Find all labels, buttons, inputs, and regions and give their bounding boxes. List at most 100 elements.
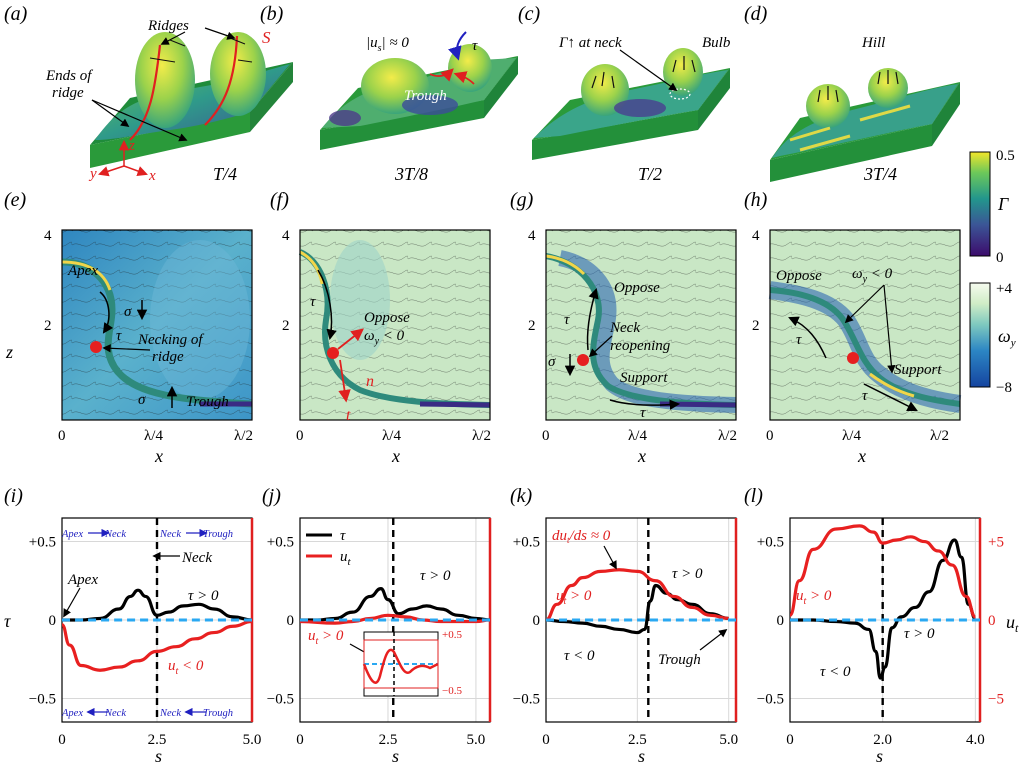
dir-apex-neck-top: Apex Neck <box>61 529 126 540</box>
xtick-h-2: λ/2 <box>930 428 949 444</box>
ytick-label: +0.5 <box>513 535 540 551</box>
y2tick-label: −5 <box>988 691 1004 707</box>
chart-i: (i) +0.5 0 −0.5 0 2.5 5.0 τ s Apex Neck τ > 0… <box>4 485 261 766</box>
annotation-t: t <box>346 407 351 424</box>
xlabel-f: x <box>391 446 400 466</box>
panel-d: (d) Hill 3T/4 <box>744 3 960 184</box>
annotation-oppose-f: Oppose <box>364 310 410 326</box>
ytick-f-4: 4 <box>282 228 290 244</box>
annotation-ut-neg-i: ut < 0 <box>168 658 204 677</box>
chart-j: (j) +0.5 0 −0.5 0 2.5 5.0 s τ ut τ > 0 ut > 0… <box>262 485 492 766</box>
ytick-h-2: 2 <box>752 318 760 334</box>
annotation-oppose-h: Oppose <box>776 268 822 284</box>
chart-l-plot: +0.5 0 −0.5 0 2.0 4.0 +5 0 −5 <box>757 517 1004 748</box>
ytick-g-4: 4 <box>528 228 536 244</box>
time-label-b: 3T/8 <box>394 164 428 184</box>
time-label-d: 3T/4 <box>863 164 897 184</box>
panel-label-c: (c) <box>518 3 541 25</box>
annotation-tau-f: τ <box>310 294 316 310</box>
dir-apex-neck-bottom: Apex Neck <box>61 708 126 719</box>
dir-neck-trough-top: Neck Trough <box>159 529 233 540</box>
xtick-label: 0 <box>296 732 304 748</box>
xtick-label: 4.0 <box>966 732 985 748</box>
surface-d <box>770 68 960 182</box>
chart-i-plot: +0.5 0 −0.5 0 2.5 5.0 <box>29 517 262 748</box>
colorbar-gamma-bottom: 0 <box>996 250 1004 266</box>
annotation-hill: Hill <box>861 35 885 51</box>
legend-ut: ut <box>340 549 352 568</box>
annotation-tau-g1: τ <box>564 312 570 328</box>
xlabel-g: x <box>637 446 646 466</box>
colorbar-gamma: 0.5 0 Γ <box>969 148 1015 266</box>
ytick-label: −0.5 <box>757 691 784 707</box>
ytick-h-4: 4 <box>752 228 760 244</box>
annotation-tau-g2: τ <box>640 405 646 421</box>
panel-label-f: (f) <box>270 189 289 211</box>
ytick-label: +0.5 <box>757 535 784 551</box>
ytick-label: 0 <box>287 613 295 629</box>
series-ut-line <box>61 619 253 672</box>
xtick-label: 5.0 <box>243 732 262 748</box>
panel-label-g: (g) <box>510 189 534 211</box>
annotation-sigma-g: σ <box>548 354 556 370</box>
chart-j-plot: +0.5 0 −0.5 0 2.5 5.0 <box>267 517 492 748</box>
xtick-label: 2.5 <box>628 732 647 748</box>
legend-tau: τ <box>340 528 346 544</box>
annotation-tau-neg-k: τ < 0 <box>564 648 595 664</box>
panel-label-j: (j) <box>262 485 281 507</box>
panel-label-a: (a) <box>4 3 28 25</box>
annotation-ut-pos-k: ut > 0 <box>556 588 592 607</box>
series-tau-line <box>62 588 253 622</box>
panel-c: (c) Γ↑ at neck Bulb T/2 <box>518 3 731 184</box>
xtick-label: 5.0 <box>719 732 738 748</box>
annotation-S: S <box>262 28 271 47</box>
annotation-neck-i: Neck <box>181 550 212 566</box>
xtick-label: 0 <box>542 732 550 748</box>
ytick-label: −0.5 <box>513 691 540 707</box>
annotation-neck-2: reopening <box>610 338 671 354</box>
dir-neck-trough-bottom: Neck Trough <box>159 708 233 719</box>
ytick-e-2: 2 <box>44 318 52 334</box>
y2tick-label: 0 <box>988 613 996 629</box>
neck-marker-f <box>327 347 339 359</box>
annotation-tau-neg-l: τ < 0 <box>820 664 851 680</box>
xlabel-l: s <box>876 746 883 766</box>
xtick-label: 2.5 <box>148 732 167 748</box>
xtick-h-1: λ/4 <box>842 428 861 444</box>
panel-a: (a) Ridges S Ends of ridge y z x T/4 <box>4 3 293 184</box>
colorbar-omega-bottom: −8 <box>996 380 1012 396</box>
xtick-label: 2.5 <box>379 732 398 748</box>
series-ut-line <box>545 568 729 622</box>
panel-label-l: (l) <box>744 485 763 507</box>
ytick-label: +0.5 <box>267 535 294 551</box>
panel-label-b: (b) <box>260 3 284 25</box>
ytick-label: −0.5 <box>29 691 56 707</box>
annotation-apex: Apex <box>67 263 98 279</box>
annotation-tau-pos-l: τ > 0 <box>904 626 935 642</box>
annotation-gamma-neck: Γ↑ at neck <box>558 35 622 51</box>
panel-label-i: (i) <box>4 485 23 507</box>
annotation-sigma-e2: σ <box>138 392 146 408</box>
series-ut-line <box>788 524 977 619</box>
panel-label-d: (d) <box>744 3 768 25</box>
annotation-trough: Trough <box>404 88 447 104</box>
annotation-tau-b: τ <box>472 38 478 54</box>
ytick-f-2: 2 <box>282 318 290 334</box>
axis-x-label-a: x <box>148 168 156 184</box>
annotation-oppose-g: Oppose <box>614 280 660 296</box>
panel-f: (f) τ Oppose ωy < 0 n t <box>270 189 491 424</box>
inset-j: +0.5 −0.5 <box>362 629 462 697</box>
xtick-g-0: 0 <box>542 428 550 444</box>
xtick-f-0: 0 <box>296 428 304 444</box>
annotation-support-g: Support <box>620 370 668 386</box>
inset-ytick-bot: −0.5 <box>442 685 462 697</box>
xlabel-i: s <box>155 746 162 766</box>
annotation-n: n <box>366 373 374 390</box>
y2tick-label: +5 <box>988 535 1004 551</box>
neck-marker-g <box>577 354 589 366</box>
xtick-f-1: λ/4 <box>382 428 401 444</box>
axes-triad-a: y z x <box>88 138 156 184</box>
annotation-omega-h: ωy < 0 <box>852 266 893 285</box>
neck-marker-h <box>847 352 859 364</box>
annotation-tau-h1: τ <box>796 332 802 348</box>
